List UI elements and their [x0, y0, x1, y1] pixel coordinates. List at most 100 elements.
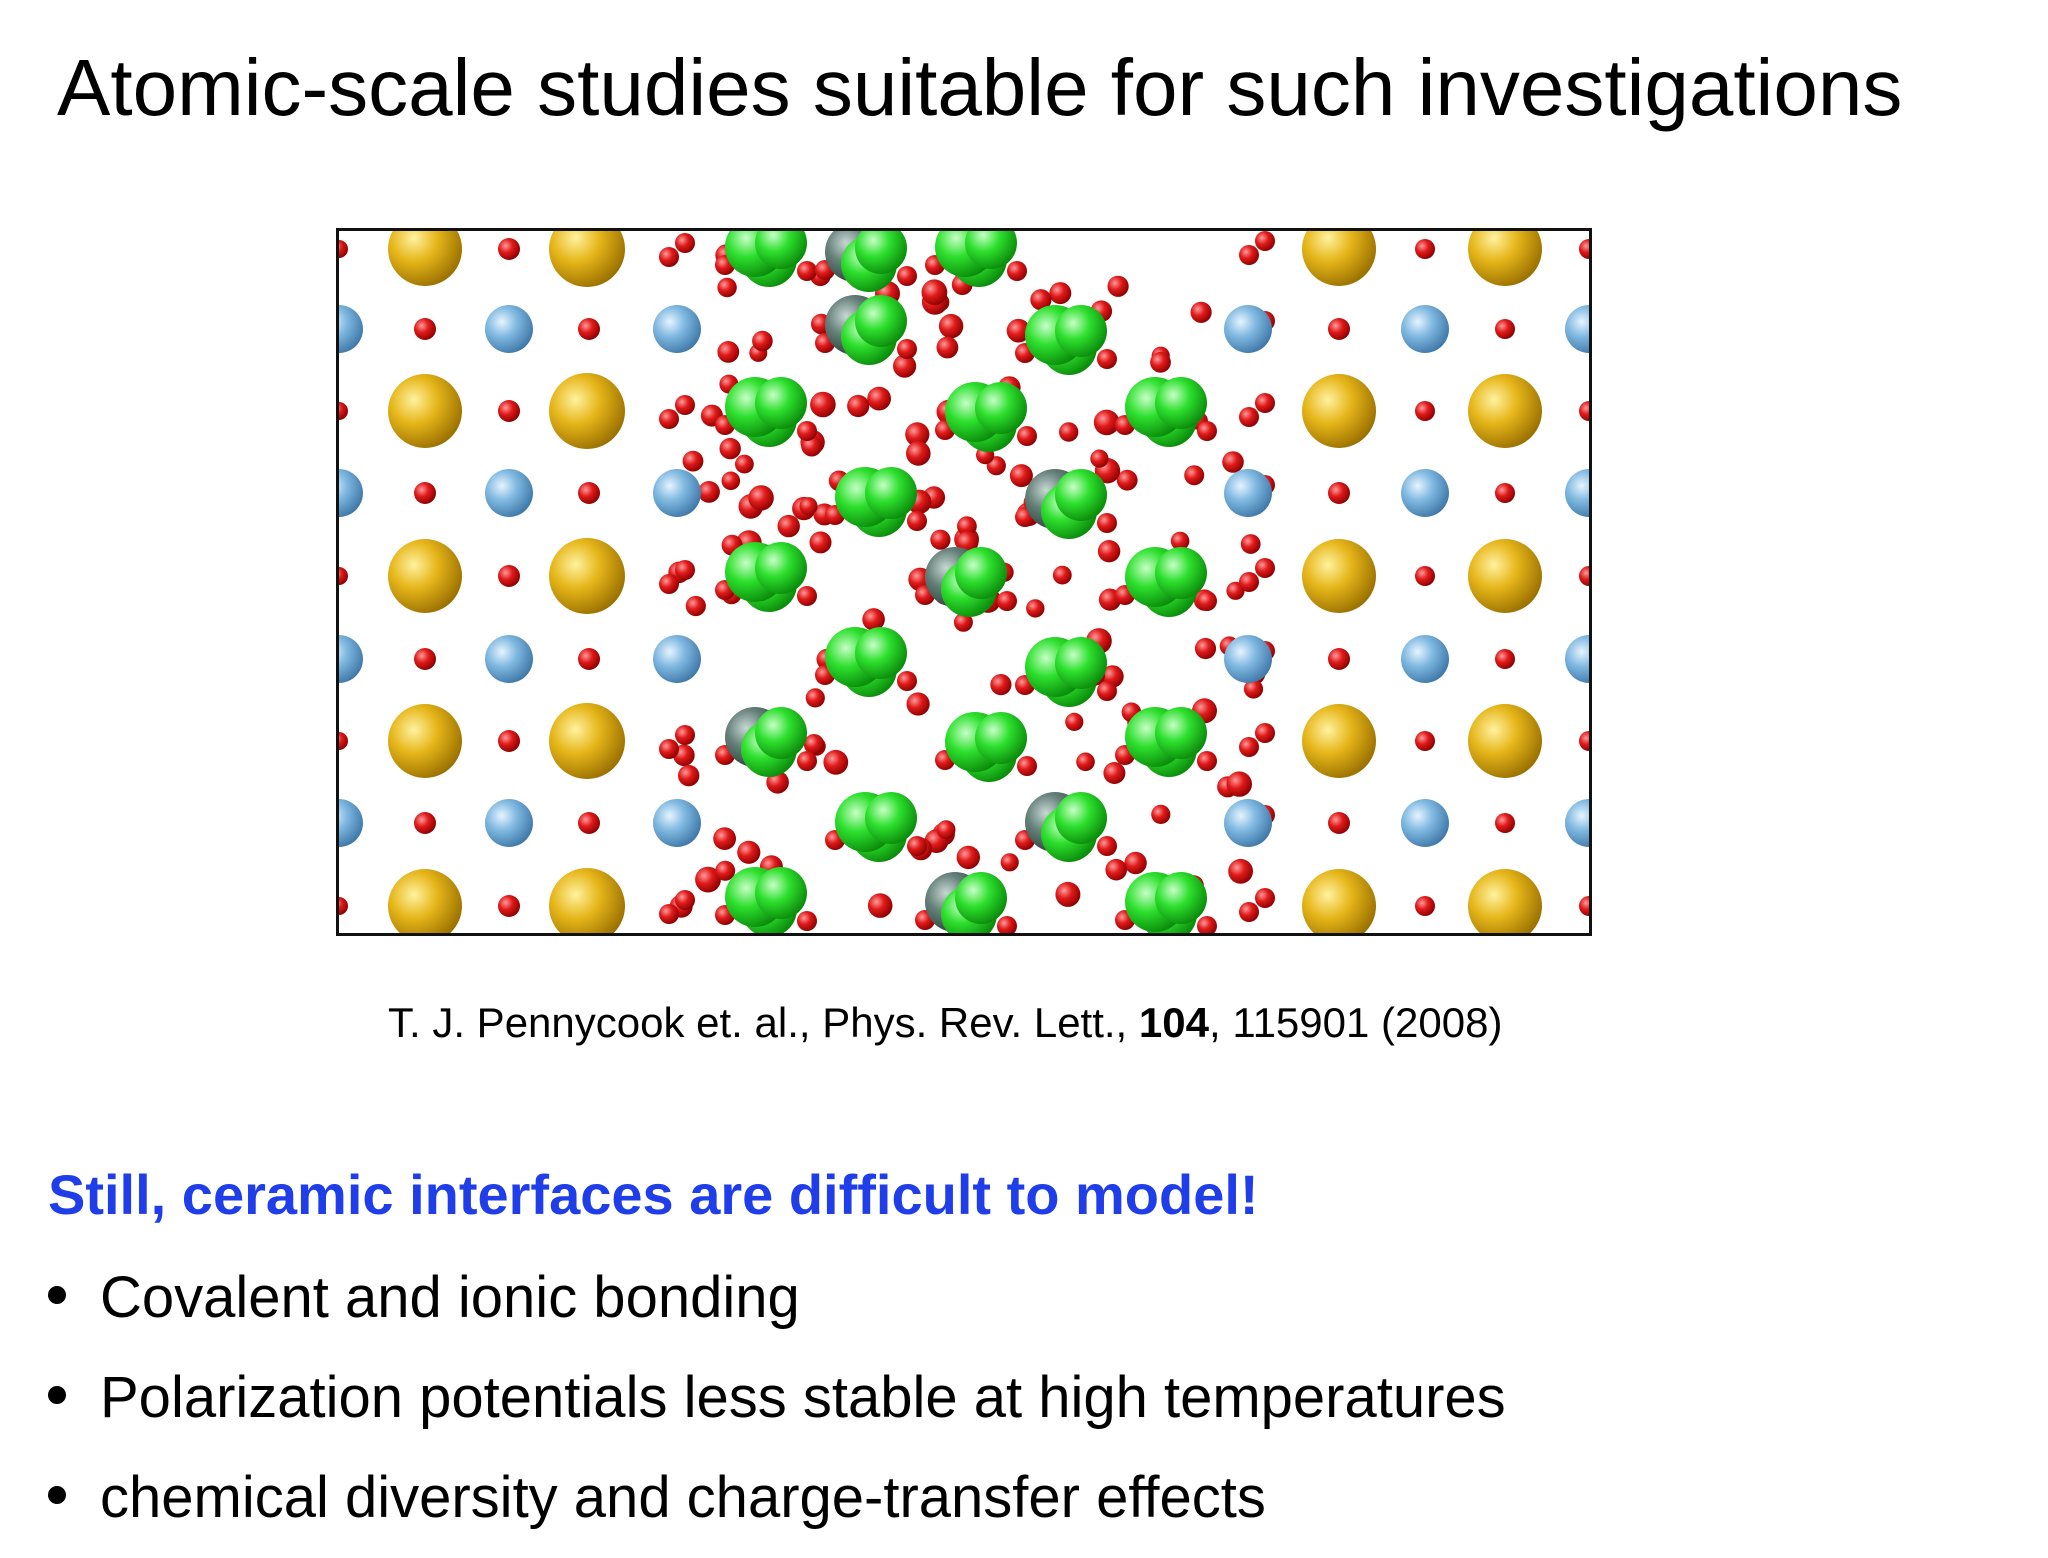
red-atom [1150, 351, 1171, 373]
yellow-atom [388, 374, 462, 448]
red-atom [717, 341, 740, 363]
red-atom [1579, 566, 1589, 586]
blue-atom [1565, 635, 1589, 683]
bullet-dot-icon [48, 1286, 66, 1304]
red-atom [578, 318, 600, 340]
blue-atom [1401, 799, 1449, 847]
red-atom [797, 751, 817, 771]
red-atom [659, 409, 679, 429]
green-atom [865, 467, 917, 519]
green-atom [975, 382, 1027, 434]
red-atom [1239, 737, 1259, 757]
red-atom [1197, 916, 1217, 933]
red-atom [797, 586, 817, 606]
red-atom [695, 866, 721, 893]
red-atom [1415, 896, 1435, 916]
red-atom [1076, 752, 1095, 772]
red-atom [414, 648, 436, 670]
red-atom [1194, 637, 1217, 660]
red-atom [578, 648, 600, 670]
red-atom [867, 893, 893, 918]
red-atom [906, 441, 931, 466]
green-atom [1055, 792, 1107, 844]
red-atom [1415, 401, 1435, 421]
red-atom [1000, 853, 1019, 872]
red-atom [1097, 513, 1117, 533]
red-atom [1030, 289, 1052, 311]
red-atom [1579, 401, 1589, 421]
blue-atom [339, 635, 363, 683]
red-atom [1009, 464, 1033, 488]
blue-atom [1224, 799, 1272, 847]
red-atom [1065, 712, 1084, 731]
red-atom [1197, 421, 1217, 441]
green-atom [755, 231, 807, 269]
blue-atom [1224, 305, 1272, 353]
atomic-structure-image [339, 231, 1589, 933]
red-atom [1415, 731, 1435, 751]
blue-atom [339, 469, 363, 517]
red-atom [953, 612, 973, 632]
red-atom [907, 836, 927, 856]
citation-authors: T. J. Pennycook et. al., Phys. Rev. Lett… [388, 999, 1139, 1046]
red-atom [498, 730, 520, 752]
red-atom [339, 567, 348, 585]
red-atom [1239, 245, 1259, 265]
red-atom [675, 395, 695, 415]
green-atom [855, 231, 907, 274]
red-atom [1151, 804, 1171, 825]
red-atom [659, 247, 679, 267]
red-atom [1240, 534, 1261, 554]
red-atom [414, 812, 436, 834]
red-atom [414, 482, 436, 504]
yellow-atom [1302, 704, 1376, 778]
red-atom [956, 845, 980, 870]
red-atom [719, 437, 741, 460]
red-atom [659, 904, 679, 924]
red-atom [1239, 407, 1259, 427]
green-atom [1155, 547, 1207, 599]
red-atom [1495, 319, 1515, 339]
red-atom [1495, 649, 1515, 669]
red-atom [1170, 531, 1190, 551]
yellow-atom [1302, 539, 1376, 613]
red-atom [737, 840, 761, 864]
red-atom [1105, 858, 1127, 881]
green-atom [855, 627, 907, 679]
blue-atom [1224, 635, 1272, 683]
red-atom [997, 591, 1017, 611]
red-atom [893, 354, 917, 378]
red-atom [906, 692, 930, 716]
slide-subheading: Still, ceramic interfaces are difficult … [48, 1163, 1259, 1226]
red-atom [1093, 409, 1120, 436]
red-atom [721, 471, 741, 491]
red-atom [1090, 449, 1109, 468]
red-atom [675, 560, 695, 580]
red-atom [1197, 591, 1217, 611]
yellow-atom [1302, 374, 1376, 448]
red-atom [1103, 762, 1126, 784]
yellow-atom [549, 703, 625, 779]
red-atom [1097, 681, 1117, 701]
red-atom [799, 497, 818, 516]
red-atom [1415, 239, 1435, 259]
yellow-atom [549, 373, 625, 449]
red-atom [1190, 301, 1212, 323]
red-atom [713, 827, 736, 850]
red-atom [339, 897, 348, 915]
red-atom [1328, 318, 1350, 340]
red-atom [1097, 836, 1117, 856]
red-atom [748, 485, 774, 511]
red-atom [1222, 451, 1244, 473]
citation-volume: 104 [1138, 999, 1209, 1046]
red-atom [907, 511, 927, 531]
blue-atom [485, 305, 533, 353]
red-atom [997, 916, 1017, 933]
red-atom [990, 674, 1012, 696]
red-atom [682, 450, 704, 472]
red-atom [675, 890, 695, 910]
blue-atom [1401, 305, 1449, 353]
yellow-atom [1468, 539, 1542, 613]
red-atom [498, 565, 520, 587]
red-atom [1239, 902, 1259, 922]
